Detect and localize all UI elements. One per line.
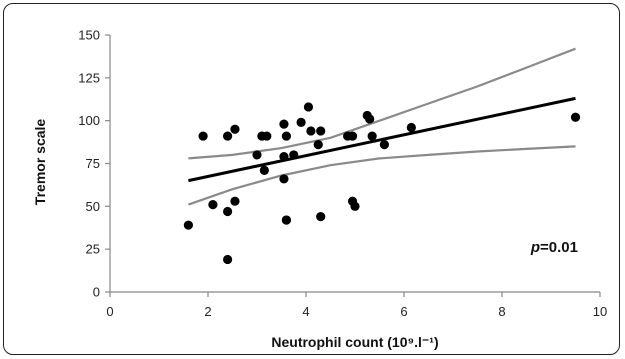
data-point bbox=[279, 152, 289, 162]
data-point bbox=[281, 131, 291, 141]
x-tick-label: 2 bbox=[204, 304, 211, 319]
data-point bbox=[198, 131, 208, 141]
axes: 0 25 50 75 100 125 150 0 2 4 6 8 10 bbox=[78, 28, 607, 320]
data-point bbox=[303, 102, 314, 112]
y-tick-label: 75 bbox=[86, 156, 100, 171]
chart-frame bbox=[3, 3, 620, 355]
ci-lower-line bbox=[188, 145, 576, 206]
data-point bbox=[230, 196, 240, 206]
data-point bbox=[223, 131, 233, 141]
data-point bbox=[313, 140, 323, 150]
y-tick-label: 0 bbox=[93, 285, 100, 300]
x-tick-label: 8 bbox=[498, 304, 505, 319]
data-point bbox=[183, 220, 193, 230]
y-tick-label: 125 bbox=[78, 70, 100, 85]
ci-upper-line bbox=[188, 47, 576, 160]
p-value-text: =0.01 bbox=[540, 239, 578, 256]
data-point bbox=[223, 254, 233, 265]
y-axis-title: Tremor scale bbox=[32, 119, 48, 206]
data-point bbox=[570, 112, 581, 122]
data-point bbox=[379, 140, 389, 150]
data-point bbox=[365, 114, 375, 124]
data-point bbox=[296, 117, 306, 127]
y-tick-label: 50 bbox=[86, 199, 100, 214]
data-point bbox=[262, 131, 272, 141]
x-tick-label: 0 bbox=[106, 304, 113, 319]
data-point bbox=[208, 200, 218, 210]
data-point bbox=[230, 124, 240, 134]
x-axis-title: Neutrophil count (10⁹.l⁻¹) bbox=[271, 334, 438, 350]
y-tick-label: 25 bbox=[86, 242, 100, 257]
x-tick-label: 6 bbox=[400, 304, 407, 319]
data-point bbox=[316, 126, 326, 136]
confidence-band bbox=[188, 47, 576, 206]
data-point bbox=[406, 122, 416, 133]
data-point bbox=[347, 131, 358, 141]
data-point bbox=[367, 131, 377, 141]
p-value-symbol: p bbox=[530, 239, 540, 256]
y-tick-label: 100 bbox=[78, 113, 100, 128]
data-point bbox=[316, 212, 326, 222]
data-point bbox=[306, 126, 316, 136]
data-point bbox=[252, 150, 262, 160]
x-tick-label: 10 bbox=[593, 304, 607, 319]
data-point bbox=[289, 150, 299, 160]
data-point bbox=[281, 215, 291, 225]
data-point bbox=[350, 201, 360, 211]
data-points bbox=[183, 102, 581, 265]
x-tick-label: 4 bbox=[302, 304, 309, 319]
y-tick-label: 150 bbox=[78, 28, 100, 43]
data-point bbox=[279, 174, 289, 184]
data-point bbox=[223, 206, 233, 217]
fit-line bbox=[188, 96, 576, 183]
regression-line bbox=[188, 96, 576, 183]
p-value-annotation: p=0.01 bbox=[530, 239, 578, 256]
data-point bbox=[259, 165, 269, 175]
data-point bbox=[279, 119, 289, 129]
